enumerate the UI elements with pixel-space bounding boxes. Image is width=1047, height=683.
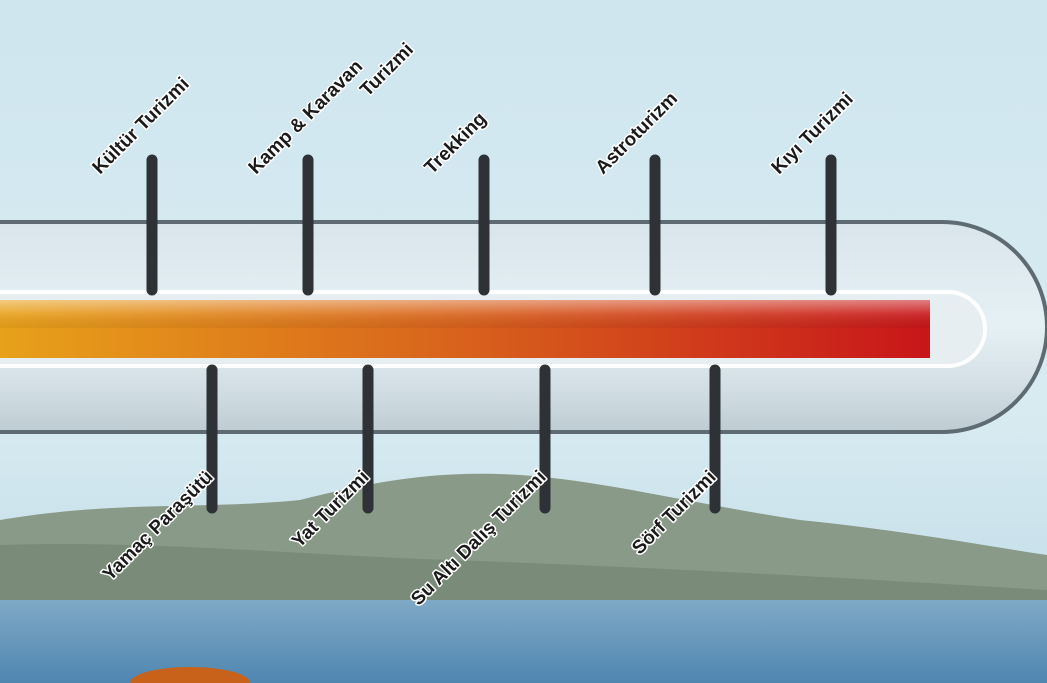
infographic: Kültür TurizmiKamp & KaravanTurizmiTrekk… [0,0,1047,683]
fill-shine [0,300,930,328]
page: {"top_labels": [ {"lines": ["Kültür Turi… [0,0,1047,683]
